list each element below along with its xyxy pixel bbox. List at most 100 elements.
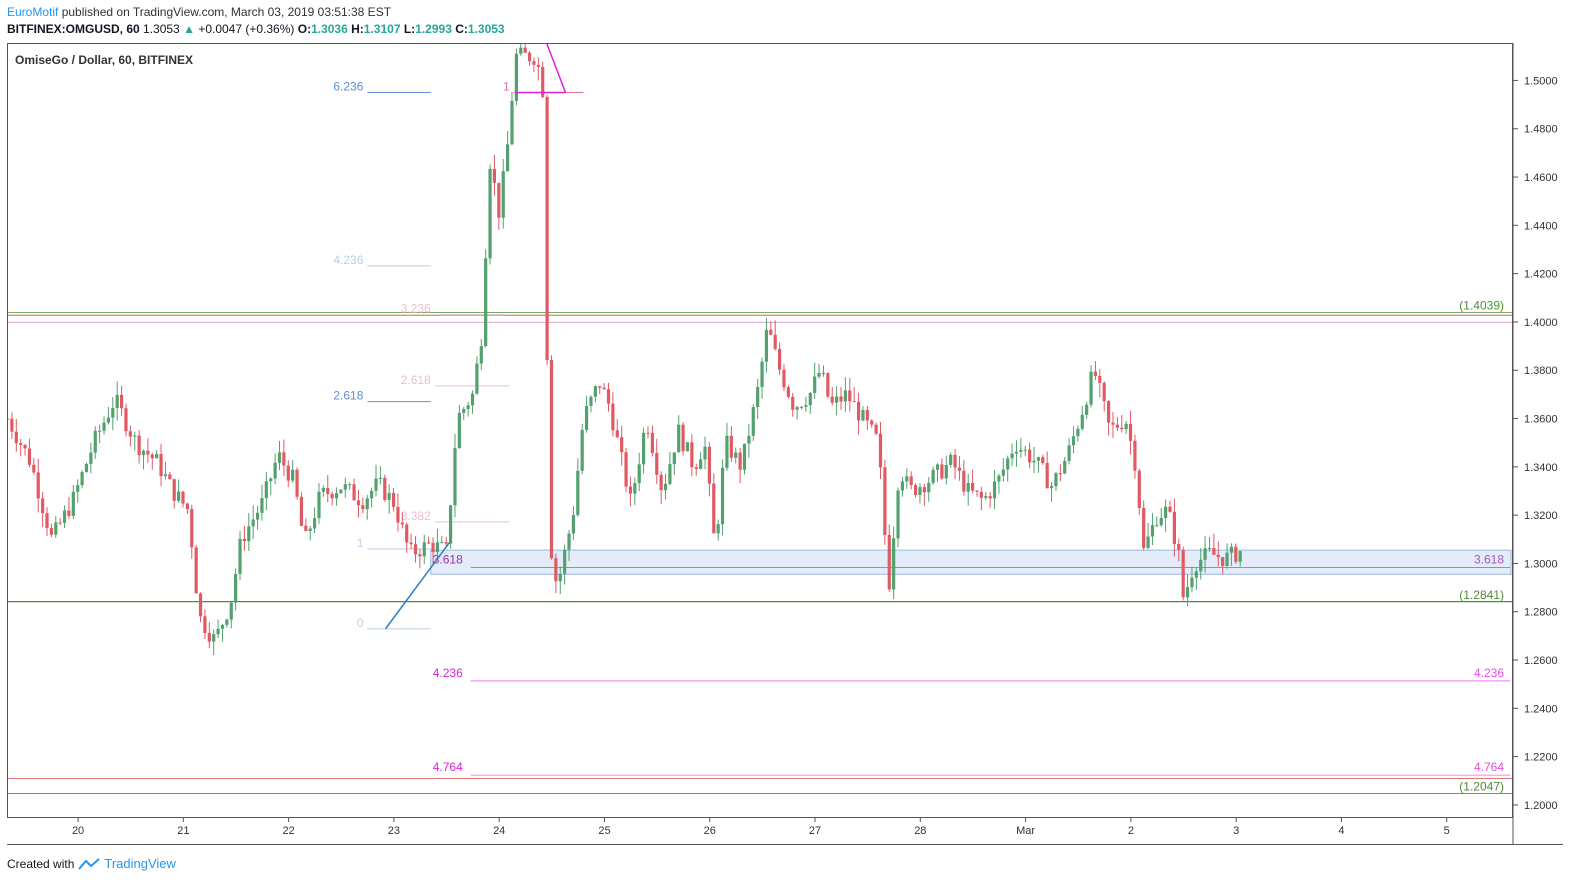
candle-body — [795, 407, 799, 410]
candle-body — [865, 409, 869, 421]
tradingview-brand[interactable]: TradingView — [104, 856, 176, 871]
candle-body — [427, 542, 431, 544]
candle-body — [598, 386, 602, 388]
candle-body — [220, 624, 225, 629]
candle-body — [1146, 536, 1150, 548]
candle-body — [694, 467, 698, 469]
candle-body — [1115, 424, 1119, 428]
candle-body — [396, 506, 400, 523]
y-tick-label: 1.5000 — [1524, 75, 1558, 87]
candle-body — [681, 424, 685, 452]
candle-body — [584, 405, 589, 430]
candle-body — [470, 393, 475, 406]
candle-body — [861, 409, 865, 421]
y-tick-label: 1.2800 — [1524, 607, 1558, 619]
x-tick-label: 21 — [177, 825, 189, 837]
candle-body — [242, 538, 247, 542]
y-tick-label: 1.2200 — [1524, 752, 1558, 764]
candle-body — [637, 464, 641, 484]
candle-body — [1203, 548, 1207, 560]
candle-body — [856, 401, 861, 421]
candle-body — [370, 490, 374, 499]
candle-body — [1120, 427, 1124, 430]
candle-body — [655, 453, 659, 475]
fib-level-label: 3.236 — [401, 302, 431, 316]
candle-body — [326, 487, 330, 494]
trend-line — [545, 43, 567, 93]
quote-line: BITFINEX:OMGUSD, 60 1.3053 ▲ +0.0047 (+0… — [7, 22, 505, 36]
candle-body — [523, 47, 527, 53]
candle-body — [1159, 517, 1163, 526]
candle-body — [159, 454, 163, 477]
candle-body — [764, 329, 769, 362]
candle-body — [668, 464, 672, 484]
x-tick-label: 20 — [72, 825, 84, 837]
candle-body — [462, 409, 466, 413]
candle-body — [1102, 382, 1106, 402]
candle-body — [413, 544, 418, 555]
candle-body — [576, 470, 580, 516]
candle-body — [277, 452, 282, 463]
candle-body — [1041, 457, 1045, 464]
candle-body — [707, 446, 712, 484]
level-label: (1.4039) — [1459, 299, 1504, 313]
chart-container[interactable]: 6.236 4.236 2.618 1 0 3.236 2.618 3.382 1 3.618 3.… — [7, 43, 1563, 845]
candle-body — [299, 496, 304, 526]
candle-body — [484, 258, 488, 347]
candle-body — [554, 558, 558, 582]
candle-body — [168, 474, 172, 480]
candle-body — [1085, 404, 1089, 415]
candle-body — [185, 503, 189, 510]
candle-body — [514, 53, 518, 102]
up-arrow-icon: ▲ — [183, 22, 195, 36]
candle-body — [216, 628, 220, 635]
x-tick-label: 22 — [283, 825, 295, 837]
candle-body — [330, 493, 334, 499]
candle-body — [1177, 543, 1181, 550]
x-tick-label: 23 — [388, 825, 400, 837]
candle-body — [1054, 473, 1058, 487]
candle-body — [264, 481, 268, 499]
candle-body — [782, 369, 786, 388]
candle-body — [238, 538, 242, 574]
candle-body — [321, 487, 325, 492]
last-price: 1.3053 — [143, 22, 180, 36]
fib-level-label: 1 — [357, 536, 364, 550]
candle-body — [571, 515, 576, 534]
candle-body — [102, 422, 106, 431]
candle-body — [225, 619, 229, 625]
symbol: BITFINEX:OMGUSD, 60 — [7, 22, 140, 36]
candle-body — [887, 535, 891, 590]
candle-body — [1199, 559, 1203, 572]
candle-body — [549, 360, 554, 559]
candle-body — [1212, 548, 1216, 555]
candle-body — [1111, 422, 1115, 425]
candle-body — [659, 474, 663, 491]
candle-body — [422, 542, 426, 557]
y-tick-label: 1.2400 — [1524, 703, 1558, 715]
extension-label-right: 4.764 — [1474, 760, 1504, 774]
candle-body — [756, 387, 760, 408]
candle-body — [1089, 371, 1093, 405]
candle-body — [260, 498, 264, 513]
candle-body — [1133, 440, 1137, 471]
candle-body — [1023, 449, 1027, 451]
candle-body — [852, 401, 856, 403]
candle-body — [1155, 525, 1159, 527]
candle-body — [418, 554, 422, 557]
candle-body — [80, 472, 84, 486]
candle-body — [58, 522, 62, 524]
candle-body — [769, 329, 773, 335]
candle-body — [1010, 453, 1014, 459]
y-tick-label: 1.4800 — [1524, 124, 1558, 136]
candle-body — [431, 542, 435, 553]
price-change: +0.0047 (+0.36%) — [198, 22, 295, 36]
x-tick-label: 27 — [809, 825, 821, 837]
candle-body — [115, 394, 119, 408]
author-link[interactable]: EuroMotif — [7, 5, 59, 19]
candle-body — [545, 96, 549, 361]
candle-body — [773, 334, 777, 349]
chart-title: OmiseGo / Dollar, 60, BITFINEX — [15, 53, 193, 67]
candle-body — [1207, 548, 1212, 550]
